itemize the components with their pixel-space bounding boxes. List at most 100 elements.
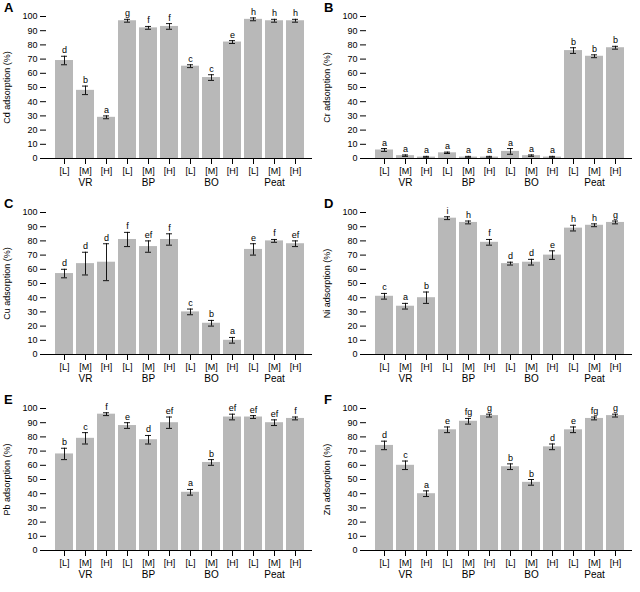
svg-text:[M]: [M] bbox=[142, 558, 155, 568]
svg-text:Peat: Peat bbox=[584, 373, 605, 384]
svg-text:a: a bbox=[424, 480, 429, 490]
svg-text:[M]: [M] bbox=[268, 166, 281, 176]
svg-text:i: i bbox=[447, 206, 449, 216]
svg-text:c: c bbox=[403, 450, 408, 460]
svg-text:e: e bbox=[445, 416, 450, 426]
svg-text:BO: BO bbox=[524, 373, 539, 384]
svg-text:60: 60 bbox=[27, 68, 37, 78]
svg-text:a: a bbox=[487, 145, 492, 155]
svg-text:[L]: [L] bbox=[442, 558, 452, 568]
svg-text:30: 30 bbox=[27, 307, 37, 317]
svg-text:f: f bbox=[105, 402, 108, 412]
svg-text:VR: VR bbox=[399, 373, 413, 384]
svg-text:a: a bbox=[445, 141, 450, 151]
svg-text:[L]: [L] bbox=[122, 362, 132, 372]
svg-text:Zn adsorption (%): Zn adsorption (%) bbox=[322, 444, 332, 516]
svg-text:h: h bbox=[571, 214, 576, 224]
svg-text:[H]: [H] bbox=[484, 166, 496, 176]
svg-text:80: 80 bbox=[27, 236, 37, 246]
svg-text:b: b bbox=[571, 37, 576, 47]
svg-text:f: f bbox=[168, 223, 171, 233]
svg-text:[M]: [M] bbox=[79, 558, 92, 568]
svg-text:10: 10 bbox=[347, 531, 357, 541]
svg-text:a: a bbox=[403, 144, 408, 154]
svg-text:VR: VR bbox=[79, 177, 93, 188]
svg-text:100: 100 bbox=[22, 11, 37, 21]
svg-text:[M]: [M] bbox=[142, 362, 155, 372]
svg-text:d: d bbox=[550, 433, 555, 443]
svg-text:d: d bbox=[508, 251, 513, 261]
svg-text:a: a bbox=[382, 138, 387, 148]
svg-text:VR: VR bbox=[399, 569, 413, 580]
svg-text:[M]: [M] bbox=[205, 362, 218, 372]
svg-text:100: 100 bbox=[342, 207, 357, 217]
svg-text:30: 30 bbox=[27, 503, 37, 513]
svg-text:Peat: Peat bbox=[264, 177, 285, 188]
svg-text:[H]: [H] bbox=[547, 362, 559, 372]
svg-text:ef: ef bbox=[271, 409, 279, 419]
svg-text:[L]: [L] bbox=[442, 362, 452, 372]
svg-text:20: 20 bbox=[347, 517, 357, 527]
svg-text:a: a bbox=[550, 145, 555, 155]
svg-text:[M]: [M] bbox=[268, 558, 281, 568]
svg-text:fg: fg bbox=[591, 406, 599, 416]
svg-text:[L]: [L] bbox=[185, 166, 195, 176]
svg-text:BO: BO bbox=[524, 569, 539, 580]
svg-text:a: a bbox=[104, 105, 109, 115]
svg-text:BP: BP bbox=[142, 177, 156, 188]
svg-text:50: 50 bbox=[27, 82, 37, 92]
svg-text:30: 30 bbox=[347, 111, 357, 121]
svg-text:70: 70 bbox=[347, 250, 357, 260]
svg-text:[M]: [M] bbox=[462, 558, 475, 568]
svg-text:[L]: [L] bbox=[442, 166, 452, 176]
svg-text:h: h bbox=[251, 7, 256, 17]
svg-text:100: 100 bbox=[22, 207, 37, 217]
svg-text:c: c bbox=[188, 54, 193, 64]
svg-text:[H]: [H] bbox=[101, 558, 113, 568]
svg-text:[M]: [M] bbox=[79, 362, 92, 372]
svg-text:[H]: [H] bbox=[101, 362, 113, 372]
svg-text:80: 80 bbox=[27, 40, 37, 50]
svg-text:60: 60 bbox=[347, 460, 357, 470]
svg-text:VR: VR bbox=[79, 373, 93, 384]
svg-text:e: e bbox=[125, 412, 130, 422]
svg-text:a: a bbox=[230, 326, 235, 336]
svg-text:h: h bbox=[272, 8, 277, 18]
svg-text:[M]: [M] bbox=[268, 362, 281, 372]
svg-text:0: 0 bbox=[352, 545, 357, 555]
svg-text:[L]: [L] bbox=[59, 362, 69, 372]
svg-text:70: 70 bbox=[347, 54, 357, 64]
svg-text:[M]: [M] bbox=[399, 166, 412, 176]
svg-text:[H]: [H] bbox=[227, 362, 239, 372]
svg-text:[M]: [M] bbox=[525, 558, 538, 568]
svg-text:Cu adsorption (%): Cu adsorption (%) bbox=[2, 247, 12, 320]
svg-text:h: h bbox=[293, 8, 298, 18]
svg-text:[H]: [H] bbox=[547, 166, 559, 176]
svg-text:[L]: [L] bbox=[379, 362, 389, 372]
svg-text:f: f bbox=[294, 406, 297, 416]
svg-text:[L]: [L] bbox=[248, 558, 258, 568]
svg-text:50: 50 bbox=[347, 82, 357, 92]
svg-text:a: a bbox=[188, 478, 193, 488]
svg-text:b: b bbox=[83, 75, 88, 85]
svg-text:BO: BO bbox=[204, 569, 219, 580]
svg-text:g: g bbox=[487, 403, 492, 413]
svg-text:e: e bbox=[251, 233, 256, 243]
svg-text:[H]: [H] bbox=[227, 166, 239, 176]
svg-text:70: 70 bbox=[27, 446, 37, 456]
svg-text:d: d bbox=[104, 233, 109, 243]
svg-text:80: 80 bbox=[347, 236, 357, 246]
svg-text:[H]: [H] bbox=[610, 558, 622, 568]
svg-text:60: 60 bbox=[347, 264, 357, 274]
svg-text:ef: ef bbox=[292, 230, 300, 240]
svg-text:a: a bbox=[403, 292, 408, 302]
svg-text:[M]: [M] bbox=[588, 558, 601, 568]
svg-text:[L]: [L] bbox=[568, 558, 578, 568]
svg-text:VR: VR bbox=[399, 177, 413, 188]
svg-text:BO: BO bbox=[204, 373, 219, 384]
svg-text:90: 90 bbox=[27, 418, 37, 428]
svg-text:[M]: [M] bbox=[205, 558, 218, 568]
svg-text:f: f bbox=[168, 13, 171, 23]
svg-text:h: h bbox=[592, 213, 597, 223]
svg-text:b: b bbox=[424, 281, 429, 291]
